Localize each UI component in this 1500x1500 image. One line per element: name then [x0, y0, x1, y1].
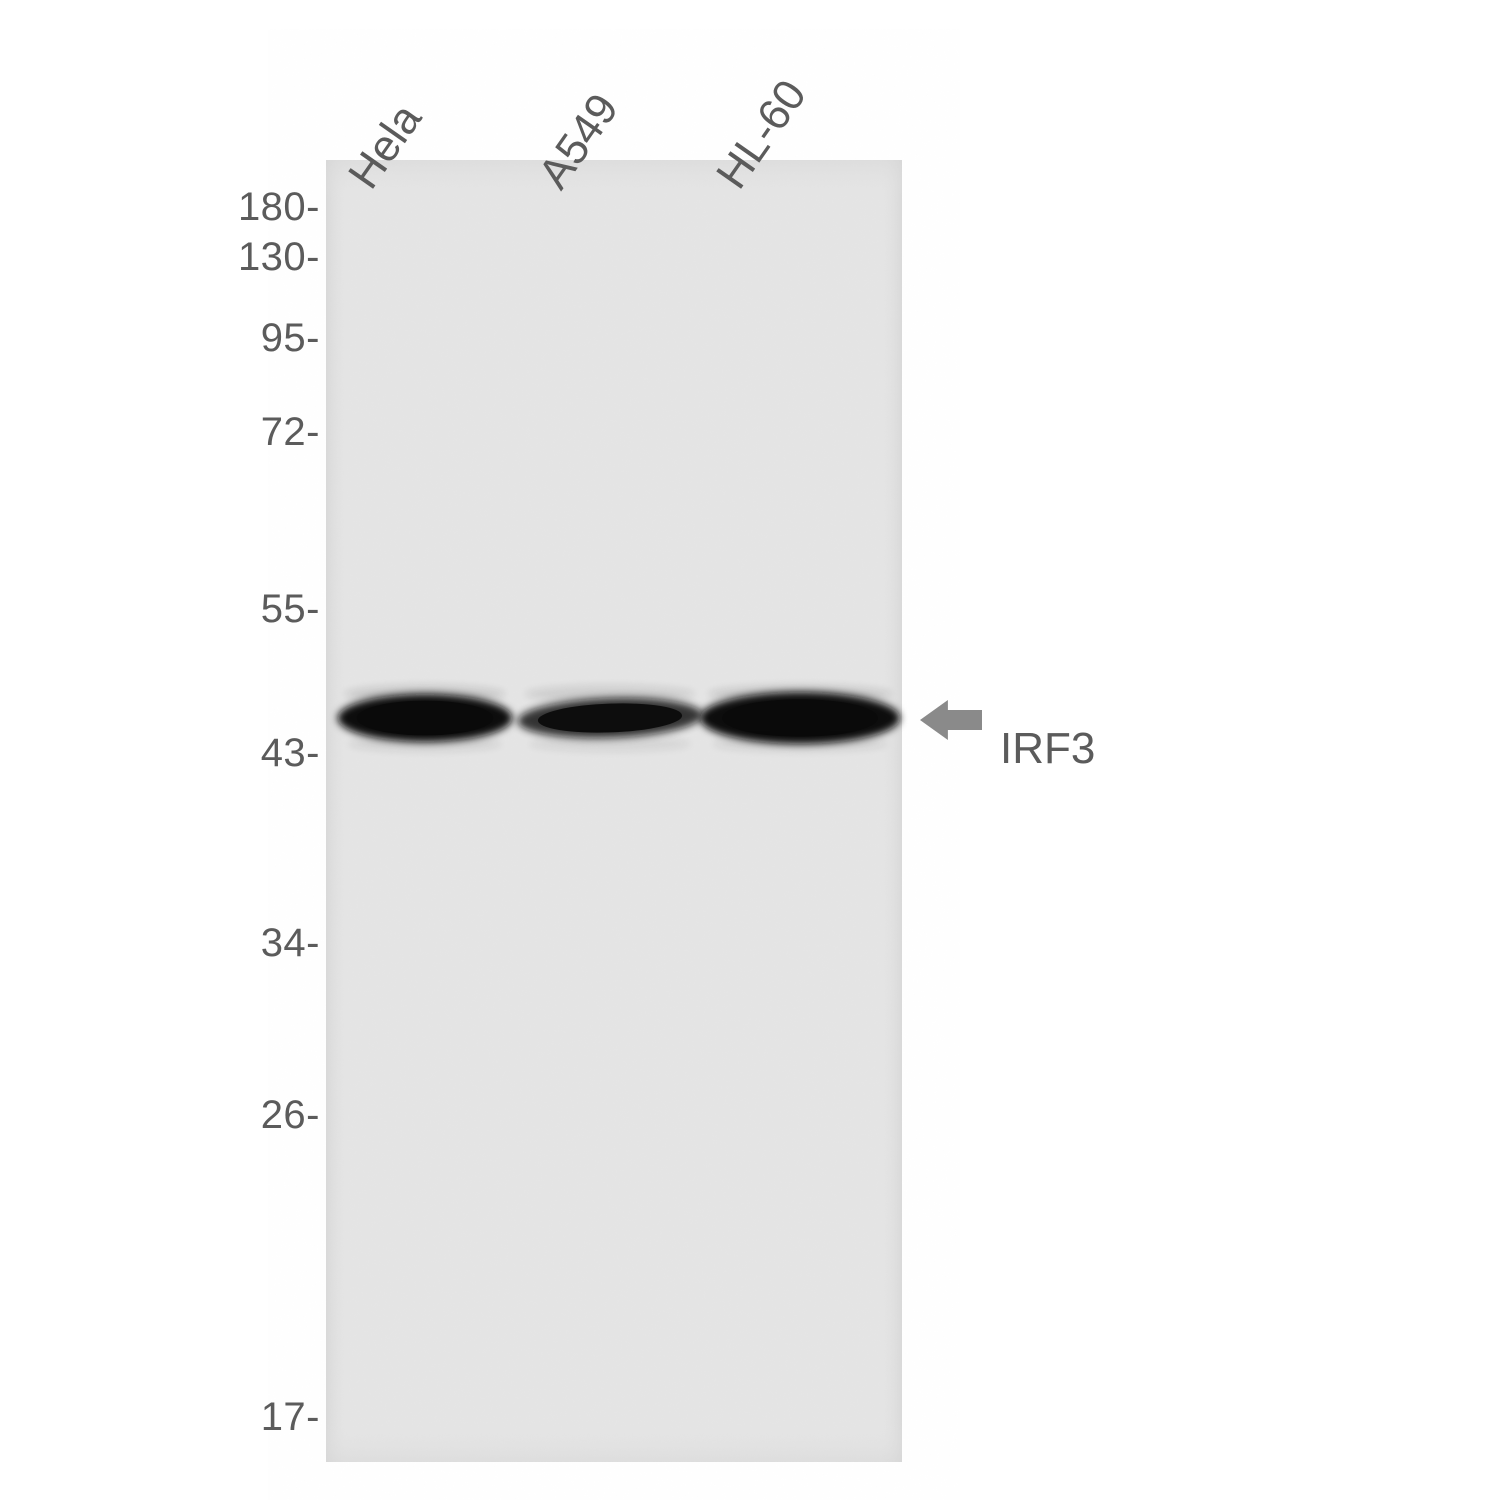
mw-marker-label: 34- — [261, 921, 320, 966]
mw-marker-label: 180- — [238, 185, 320, 230]
mw-marker-label: 130- — [238, 235, 320, 280]
target-protein-label: IRF3 — [1000, 724, 1095, 774]
mw-marker-label: 95- — [261, 316, 320, 361]
mw-marker-label: 55- — [261, 587, 320, 632]
band-arrow-icon — [920, 700, 982, 740]
mw-marker-label: 72- — [261, 410, 320, 455]
blot-svg — [0, 0, 1500, 1500]
mw-marker-label: 43- — [261, 731, 320, 776]
mw-marker-label: 17- — [261, 1395, 320, 1440]
mw-marker-label: 26- — [261, 1093, 320, 1138]
